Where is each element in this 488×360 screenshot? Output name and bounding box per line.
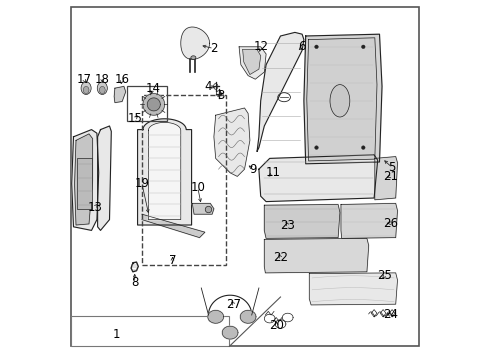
Ellipse shape [83, 86, 89, 94]
Text: 6: 6 [298, 40, 305, 53]
Polygon shape [147, 98, 160, 111]
Text: 1: 1 [113, 328, 120, 341]
Text: 18: 18 [95, 73, 109, 86]
Text: 9: 9 [249, 163, 257, 176]
Polygon shape [148, 122, 181, 220]
Polygon shape [142, 214, 204, 238]
Text: 7: 7 [168, 255, 176, 267]
Polygon shape [213, 108, 249, 176]
Text: 26: 26 [382, 217, 397, 230]
Polygon shape [374, 157, 397, 200]
Text: 23: 23 [280, 219, 295, 231]
Text: 17: 17 [77, 73, 92, 86]
Text: 21: 21 [382, 170, 397, 183]
Text: 16: 16 [114, 73, 129, 86]
Text: 22: 22 [272, 251, 287, 264]
Polygon shape [98, 126, 111, 230]
Polygon shape [192, 203, 213, 214]
Polygon shape [181, 27, 209, 59]
Polygon shape [264, 204, 339, 238]
Polygon shape [257, 32, 303, 151]
Polygon shape [306, 38, 376, 161]
Polygon shape [242, 50, 260, 75]
Text: 10: 10 [190, 181, 205, 194]
Ellipse shape [361, 45, 365, 49]
Bar [77, 158, 92, 209]
Polygon shape [114, 86, 125, 103]
Polygon shape [303, 34, 381, 164]
Polygon shape [309, 273, 397, 305]
Bar [127, 86, 167, 121]
Text: 12: 12 [253, 40, 267, 53]
Ellipse shape [314, 45, 318, 49]
Polygon shape [340, 203, 397, 238]
Polygon shape [72, 130, 99, 230]
Ellipse shape [314, 146, 318, 149]
Text: 5: 5 [387, 161, 395, 174]
Text: 4: 4 [204, 80, 212, 93]
Text: 11: 11 [265, 166, 280, 179]
Text: 3: 3 [217, 89, 224, 102]
Text: 15: 15 [127, 112, 142, 125]
Text: 14: 14 [145, 82, 160, 95]
Ellipse shape [205, 206, 211, 213]
Polygon shape [258, 155, 377, 202]
Polygon shape [207, 310, 223, 323]
Ellipse shape [190, 56, 196, 59]
Text: 24: 24 [382, 309, 397, 321]
Text: 25: 25 [377, 269, 391, 282]
Polygon shape [142, 94, 164, 115]
Polygon shape [137, 119, 191, 225]
Text: 20: 20 [269, 319, 284, 332]
Text: 2: 2 [210, 42, 217, 55]
Text: 8: 8 [131, 276, 138, 289]
Polygon shape [222, 326, 238, 339]
Polygon shape [264, 238, 368, 273]
Text: 19: 19 [134, 177, 149, 190]
Bar [142, 95, 226, 265]
Bar [71, 316, 229, 346]
Ellipse shape [81, 82, 91, 95]
Polygon shape [240, 310, 256, 323]
Ellipse shape [329, 85, 349, 117]
Ellipse shape [97, 82, 107, 95]
Ellipse shape [361, 146, 365, 149]
Polygon shape [239, 47, 265, 79]
Polygon shape [75, 134, 92, 225]
Text: 13: 13 [87, 201, 102, 213]
Text: 27: 27 [226, 298, 241, 311]
Ellipse shape [99, 86, 105, 94]
